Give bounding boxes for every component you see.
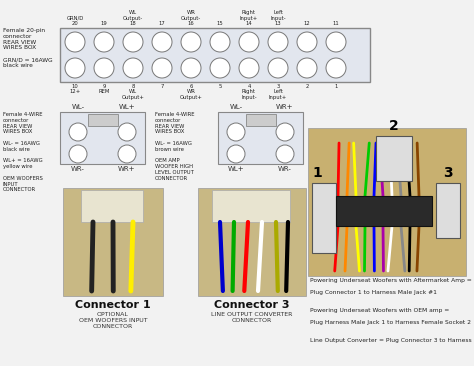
Circle shape (94, 32, 114, 52)
Bar (436, 183, 460, 238)
Text: 6
WR
Output+: 6 WR Output+ (180, 84, 202, 100)
Circle shape (268, 58, 288, 78)
Circle shape (239, 58, 259, 78)
Text: 17: 17 (159, 21, 165, 26)
Text: 4
Right
Input-: 4 Right Input- (241, 84, 257, 100)
Circle shape (69, 145, 87, 163)
Text: 2: 2 (389, 119, 399, 133)
Text: Female 20-pin
connector
REAR VIEW
WIRES BOX

GRN/D = 16AWG
black wire: Female 20-pin connector REAR VIEW WIRES … (3, 28, 53, 68)
Text: WL-: WL- (72, 104, 84, 110)
Text: WR-: WR- (278, 166, 292, 172)
Circle shape (239, 32, 259, 52)
Bar (60, 28, 370, 82)
Circle shape (69, 123, 87, 141)
Text: Female 4-WIRE
connector
REAR VIEW
WIRES BOX

WL- = 16AWG
black wire

WL+ = 16AWG: Female 4-WIRE connector REAR VIEW WIRES … (3, 112, 43, 193)
Circle shape (118, 123, 136, 141)
Circle shape (210, 58, 230, 78)
Circle shape (276, 145, 294, 163)
Text: 19: 19 (100, 21, 108, 26)
Bar (88, 114, 118, 126)
Circle shape (326, 32, 346, 52)
Circle shape (268, 32, 288, 52)
Bar (212, 190, 290, 222)
Text: 11: 11 (333, 21, 339, 26)
Text: WR+: WR+ (118, 166, 136, 172)
Text: WL+: WL+ (228, 166, 244, 172)
Bar (308, 128, 466, 276)
Text: 10
12+: 10 12+ (69, 84, 81, 94)
Text: Line Output Converter = Plug Connector 3 to Harness Male Jack 3: Line Output Converter = Plug Connector 3… (310, 338, 474, 343)
Bar (312, 183, 336, 253)
Circle shape (94, 58, 114, 78)
Text: 3: 3 (443, 166, 453, 180)
Text: 8
WL
Output+: 8 WL Output+ (121, 84, 145, 100)
Circle shape (227, 123, 245, 141)
Text: 5: 5 (219, 84, 222, 89)
Bar (218, 112, 303, 164)
Text: WR
Output-
16: WR Output- 16 (181, 10, 201, 26)
Text: Female 4-WIRE
connector
REAR VIEW
WIRES BOX

WL- = 16AWG
brown wire

OEM AMP
WOO: Female 4-WIRE connector REAR VIEW WIRES … (155, 112, 194, 181)
Text: LINE OUTPUT CONVERTER
CONNECTOR: LINE OUTPUT CONVERTER CONNECTOR (211, 312, 292, 323)
Circle shape (152, 32, 172, 52)
Text: WR-: WR- (71, 166, 85, 172)
Text: Powering Underseat Woofers with Aftermarket Amp =: Powering Underseat Woofers with Aftermar… (310, 278, 472, 283)
Text: Connector 1: Connector 1 (75, 300, 151, 310)
Circle shape (297, 32, 317, 52)
Bar (63, 188, 163, 296)
Circle shape (65, 58, 85, 78)
Text: WL
Output-
18: WL Output- 18 (123, 10, 143, 26)
Text: Plug Harness Male Jack 1 to Harness Female Socket 2: Plug Harness Male Jack 1 to Harness Fema… (310, 320, 471, 325)
Text: OPTIONAL: OPTIONAL (97, 312, 129, 317)
Text: Left
Input-
13: Left Input- 13 (270, 10, 286, 26)
Text: WL+: WL+ (118, 104, 135, 110)
Bar (336, 196, 432, 226)
Circle shape (276, 123, 294, 141)
Circle shape (210, 32, 230, 52)
Bar (198, 188, 306, 296)
Circle shape (123, 32, 143, 52)
Text: 3
Left
Input+: 3 Left Input+ (269, 84, 287, 100)
Text: 1: 1 (312, 166, 322, 180)
Text: 2: 2 (305, 84, 309, 89)
Text: OEM WOOFERS INPUT
CONNECTOR: OEM WOOFERS INPUT CONNECTOR (79, 318, 147, 329)
Circle shape (227, 145, 245, 163)
Circle shape (297, 58, 317, 78)
Bar (376, 136, 412, 181)
Text: 7: 7 (160, 84, 164, 89)
Text: 1: 1 (334, 84, 337, 89)
Circle shape (181, 58, 201, 78)
Text: Right
Input+
14: Right Input+ 14 (240, 10, 258, 26)
Circle shape (181, 32, 201, 52)
Circle shape (118, 145, 136, 163)
Circle shape (326, 58, 346, 78)
Text: 9
REM: 9 REM (98, 84, 109, 94)
Text: Plug Connector 1 to Harness Male Jack #1: Plug Connector 1 to Harness Male Jack #1 (310, 290, 437, 295)
Text: WL-: WL- (229, 104, 243, 110)
Bar (81, 190, 143, 222)
Circle shape (152, 58, 172, 78)
Text: WR+: WR+ (276, 104, 294, 110)
Text: Powering Underseat Woofers with OEM amp =: Powering Underseat Woofers with OEM amp … (310, 308, 449, 313)
Text: 12: 12 (304, 21, 310, 26)
Bar (246, 114, 276, 126)
Circle shape (123, 58, 143, 78)
Text: Connector 3: Connector 3 (214, 300, 290, 310)
Text: GRN/D
20: GRN/D 20 (66, 16, 83, 26)
Bar (60, 112, 145, 164)
Circle shape (65, 32, 85, 52)
Text: 15: 15 (217, 21, 223, 26)
